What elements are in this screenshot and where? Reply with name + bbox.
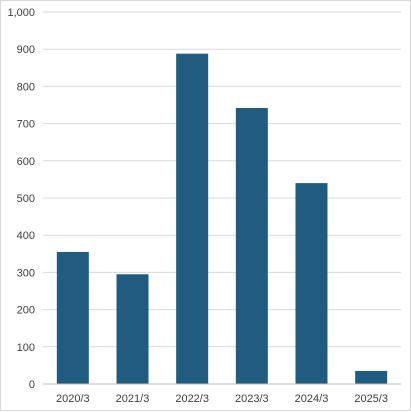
y-tick-label: 500 [17,193,35,205]
bar-2020-3 [56,251,89,384]
y-axis-ticks: 0 100 200 300 400 500 600 700 800 900 1,000 [7,7,35,391]
y-tick-label: 300 [17,267,35,279]
x-tick-label: 2025/3 [354,393,388,405]
gridlines [43,11,401,348]
x-tick-label: 2021/3 [116,393,150,405]
x-tick-label: 2020/3 [56,393,90,405]
bar-2024-3 [295,183,328,384]
y-tick-label: 800 [17,81,35,93]
bar-2023-3 [235,107,268,384]
x-tick-label: 2023/3 [235,393,269,405]
x-tick-label: 2024/3 [295,393,329,405]
y-tick-label: 900 [17,44,35,56]
y-tick-label: 100 [17,342,35,354]
bar-2022-3 [176,53,209,384]
y-tick-label: 200 [17,305,35,317]
x-tick-label: 2022/3 [175,393,209,405]
bar-2021-3 [116,274,149,384]
y-tick-label: 1,000 [7,7,35,19]
bars [56,53,388,384]
y-tick-label: 700 [17,119,35,131]
y-tick-label: 400 [17,230,35,242]
y-tick-label: 0 [29,379,35,391]
y-tick-label: 600 [17,156,35,168]
bar-2025-3 [355,370,388,384]
x-axis-ticks: 2020/3 2021/3 2022/3 2023/3 2024/3 2025/3 [56,393,388,405]
